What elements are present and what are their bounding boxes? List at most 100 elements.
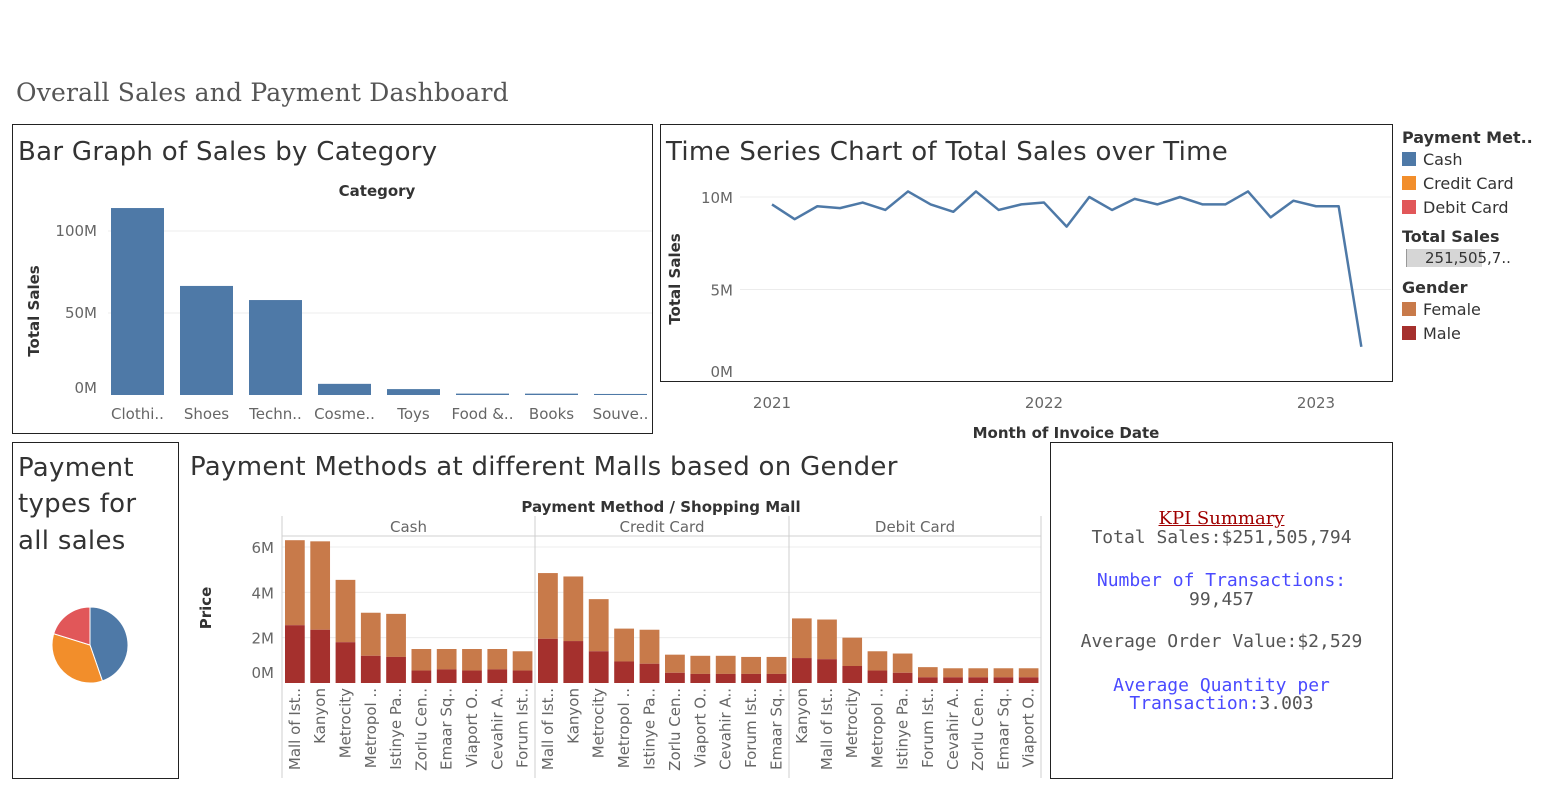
legend-swatch — [1402, 152, 1416, 166]
kpi-total-sales: Total Sales:$251,505,794 — [1091, 527, 1352, 548]
legend-swatch — [1402, 200, 1416, 214]
legend-item-credit-card[interactable]: Credit Card — [1402, 171, 1542, 195]
stacked-bar-male — [285, 625, 305, 683]
stacked-x-tick: Metropol .. — [615, 688, 633, 768]
bar-mark — [249, 300, 302, 395]
bar-mark — [387, 389, 440, 395]
bar-chart-svg: Category 0M 50M 100M Total Sales Clothi.. Shoe… — [25, 182, 652, 423]
stacked-x-tick: Forum Ist.. — [514, 688, 532, 768]
legend-item-cash[interactable]: Cash — [1402, 147, 1542, 171]
stacked-x-tick: Kanyon — [564, 688, 582, 744]
kpi-quantity-label-2: Transaction: — [1129, 693, 1260, 714]
stacked-bar-male — [360, 655, 381, 683]
stacked-bar-male — [968, 677, 989, 683]
bar-x-tick: Shoes — [184, 405, 229, 423]
legend-label: Female — [1423, 299, 1481, 319]
stacked-x-tick: Viaport O.. — [463, 688, 481, 768]
stacked-x-tick: Viaport O.. — [691, 688, 709, 768]
pie-chart-panel: Payment types for all sales — [12, 442, 179, 779]
stacked-bar-female — [639, 629, 660, 664]
pie-title-line-2: types for — [18, 489, 137, 519]
stacked-x-tick: Mall of Ist.. — [818, 688, 836, 770]
stacked-y-axis-title: Price — [197, 587, 215, 630]
bar-chart-title: Bar Graph of Sales by Category — [18, 137, 438, 167]
stacked-bar-male — [842, 666, 863, 683]
stacked-bar-male — [892, 672, 913, 683]
legend: Payment Met.. Cash Credit Card Debit Car… — [1402, 128, 1542, 345]
line-chart-title: Time Series Chart of Total Sales over Ti… — [666, 137, 1229, 167]
bar-mark — [318, 383, 371, 395]
stacked-bar-female — [310, 541, 331, 630]
legend-label: Debit Card — [1423, 197, 1509, 217]
legend-label: Cash — [1423, 149, 1463, 169]
stacked-chart-title: Payment Methods at different Malls based… — [190, 452, 898, 482]
stacked-bar-male — [665, 672, 685, 683]
stacked-bar-male — [487, 669, 508, 683]
stacked-bar-female — [968, 668, 989, 678]
bar-x-tick: Clothi.. — [111, 405, 164, 423]
kpi-transactions-value: 99,457 — [1188, 589, 1255, 610]
stacked-x-tick: Kanyon — [793, 688, 811, 744]
stacked-y-tick: 6M — [252, 539, 275, 557]
stacked-bar-male — [386, 656, 406, 683]
bar-y-tick: 100M — [55, 222, 97, 240]
stacked-bar-female — [436, 649, 457, 670]
kpi-quantity-line: Transaction:3.003 — [1051, 694, 1392, 713]
stacked-bar-female — [741, 656, 762, 674]
legend-label: Credit Card — [1423, 173, 1514, 193]
legend-item-debit-card[interactable]: Debit Card — [1402, 195, 1542, 219]
stacked-x-tick: Forum Ist.. — [919, 688, 937, 768]
stacked-x-tick: Metropol .. — [868, 688, 886, 768]
legend-swatch — [1402, 176, 1416, 190]
stacked-pane-header: Debit Card — [875, 518, 955, 536]
stacked-bar-female — [588, 599, 609, 652]
stacked-x-tick: Istinye Pa.. — [641, 688, 659, 770]
stacked-bar-male — [411, 670, 432, 683]
stacked-bar-female — [386, 613, 406, 657]
bar-mark — [594, 393, 647, 395]
stacked-x-tick: Cevahir A.. — [944, 688, 962, 770]
stacked-x-tick: Metrocity — [590, 688, 608, 758]
stacked-pane-header: Cash — [390, 518, 427, 536]
stacked-x-tick: Metrocity — [336, 688, 354, 758]
pie-slice — [89, 606, 129, 682]
stacked-bar-female — [690, 655, 711, 674]
stacked-bar-male — [462, 670, 482, 683]
stacked-bar-female — [512, 651, 533, 671]
stacked-bar-male — [639, 663, 660, 683]
pie-slice — [53, 606, 91, 646]
stacked-x-tick: Kanyon — [311, 688, 329, 744]
bar-x-tick: Food &.. — [452, 405, 514, 423]
bar-y-tick: 0M — [75, 379, 98, 397]
legend-item-female[interactable]: Female — [1402, 297, 1542, 321]
legend-payment-title: Payment Met.. — [1402, 128, 1533, 147]
kpi-quantity-label: Average Quantity per — [1113, 675, 1330, 696]
legend-item-male[interactable]: Male — [1402, 321, 1542, 345]
pie-title-line-3: all sales — [18, 526, 126, 556]
stacked-y-tick: 4M — [252, 584, 275, 602]
legend-size-item: 251,505,7.. — [1402, 246, 1542, 270]
stacked-bar-male — [690, 673, 711, 683]
stacked-bar-female — [487, 649, 508, 670]
stacked-bar-female — [892, 653, 913, 673]
bar-mark — [456, 393, 509, 395]
stacked-bar-female — [918, 667, 938, 678]
bar-mark — [525, 393, 578, 395]
bar-mark — [180, 285, 233, 395]
stacked-bar-female — [335, 579, 356, 643]
bar-x-tick: Cosme.. — [314, 405, 375, 423]
stacked-bar-female — [766, 656, 787, 674]
stacked-x-tick: Viaport O.. — [1020, 688, 1038, 768]
stacked-bar-female — [614, 628, 635, 662]
stacked-bar-male — [538, 638, 558, 683]
kpi-average-order-value: Average Order Value:$2,529 — [1080, 631, 1363, 652]
stacked-bar-male — [335, 642, 356, 683]
stacked-bar-male — [943, 677, 963, 683]
bar-x-tick: Techn.. — [248, 405, 302, 423]
stacked-pane-header: Credit Card — [620, 518, 705, 536]
stacked-bar-female — [993, 668, 1014, 678]
stacked-x-tick: Emaar Sq.. — [768, 688, 786, 770]
stacked-bar-female — [563, 576, 584, 642]
stacked-bar-male — [1018, 677, 1039, 683]
stacked-x-tick: Zorlu Cen.. — [969, 688, 987, 771]
